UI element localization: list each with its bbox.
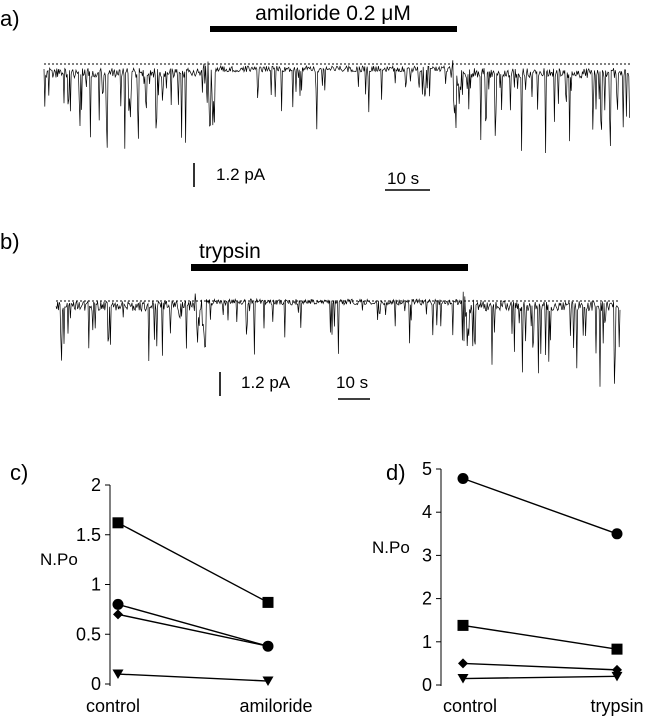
panel-d-xtick-label: trypsin <box>590 696 643 716</box>
panel-b-drug-label: trypsin <box>199 240 261 263</box>
series-line-diamond <box>117 613 269 647</box>
y-tick-label: 0 <box>422 675 432 695</box>
series-line-square <box>462 624 618 650</box>
panel-d-xtick-label: control <box>443 696 497 716</box>
panel-d: d) N.Po 0 1 2 3 4 5 control trypsin <box>372 459 644 716</box>
series-line-circle <box>462 477 618 535</box>
data-point-square <box>262 596 274 608</box>
panel-b-label: b) <box>0 229 20 254</box>
data-point-diamond <box>458 658 468 669</box>
data-point-circle <box>611 528 623 540</box>
data-point-square <box>457 619 469 631</box>
series-line-triangle <box>117 673 269 682</box>
panel-c: c) N.Po 0 0.5 1 1.5 2 control amiloride <box>10 460 313 716</box>
y-tick-label: 0.5 <box>76 624 101 644</box>
panel-a-drug-bar <box>210 26 457 32</box>
panel-a-drug-label: amiloride 0.2 μM <box>255 2 411 25</box>
panel-c-xtick-label: amiloride <box>239 696 312 716</box>
data-point-diamond <box>263 641 273 652</box>
panel-d-label: d) <box>386 460 406 485</box>
y-tick-label: 0 <box>91 674 101 694</box>
panel-c-ylabel: N.Po <box>40 550 78 569</box>
data-point-square <box>611 643 623 655</box>
panel-a-time-scale-label: 10 s <box>387 169 419 188</box>
panel-b-current-scale-label: 1.2 pA <box>241 373 291 392</box>
panel-a-label: a) <box>0 6 20 31</box>
data-point-triangle-down <box>262 676 274 687</box>
panel-b: b) trypsin 1.2 pA 10 s <box>0 229 621 400</box>
y-tick-label: 3 <box>422 545 432 565</box>
y-tick-label: 1 <box>422 632 432 652</box>
series-line-square <box>117 522 269 604</box>
y-tick-label: 2 <box>422 589 432 609</box>
data-point-circle <box>457 473 469 485</box>
y-tick-label: 2 <box>91 475 101 495</box>
series-line-circle <box>117 603 269 647</box>
data-point-square <box>112 517 124 529</box>
panel-d-y-ticks: 0 1 2 3 4 5 <box>422 459 441 695</box>
data-point-triangle-down <box>112 669 124 680</box>
y-tick-label: 1 <box>91 575 101 595</box>
panel-a-current-trace <box>43 60 630 154</box>
series-line-triangle <box>462 675 618 680</box>
series-line-diamond <box>462 662 618 671</box>
panel-d-ylabel: N.Po <box>372 538 410 557</box>
panel-c-y-ticks: 0 0.5 1 1.5 2 <box>76 475 110 694</box>
data-point-circle <box>112 598 124 610</box>
data-point-triangle-down <box>457 674 469 684</box>
y-tick-label: 4 <box>422 502 432 522</box>
data-point-triangle-down <box>611 671 623 682</box>
panel-a-current-scale-label: 1.2 pA <box>216 165 266 184</box>
panel-d-series <box>457 473 623 684</box>
y-tick-label: 5 <box>422 459 432 479</box>
panel-a: a) amiloride 0.2 μM 1.2 pA 10 s <box>0 2 630 191</box>
data-point-diamond <box>113 609 123 620</box>
y-tick-label: 1.5 <box>76 525 101 545</box>
panel-c-xtick-label: control <box>86 696 140 716</box>
panel-b-current-trace <box>55 291 621 387</box>
panel-b-drug-bar <box>191 264 468 271</box>
panel-c-series <box>112 517 274 687</box>
panel-c-label: c) <box>10 460 28 485</box>
panel-b-time-scale-label: 10 s <box>336 373 368 392</box>
